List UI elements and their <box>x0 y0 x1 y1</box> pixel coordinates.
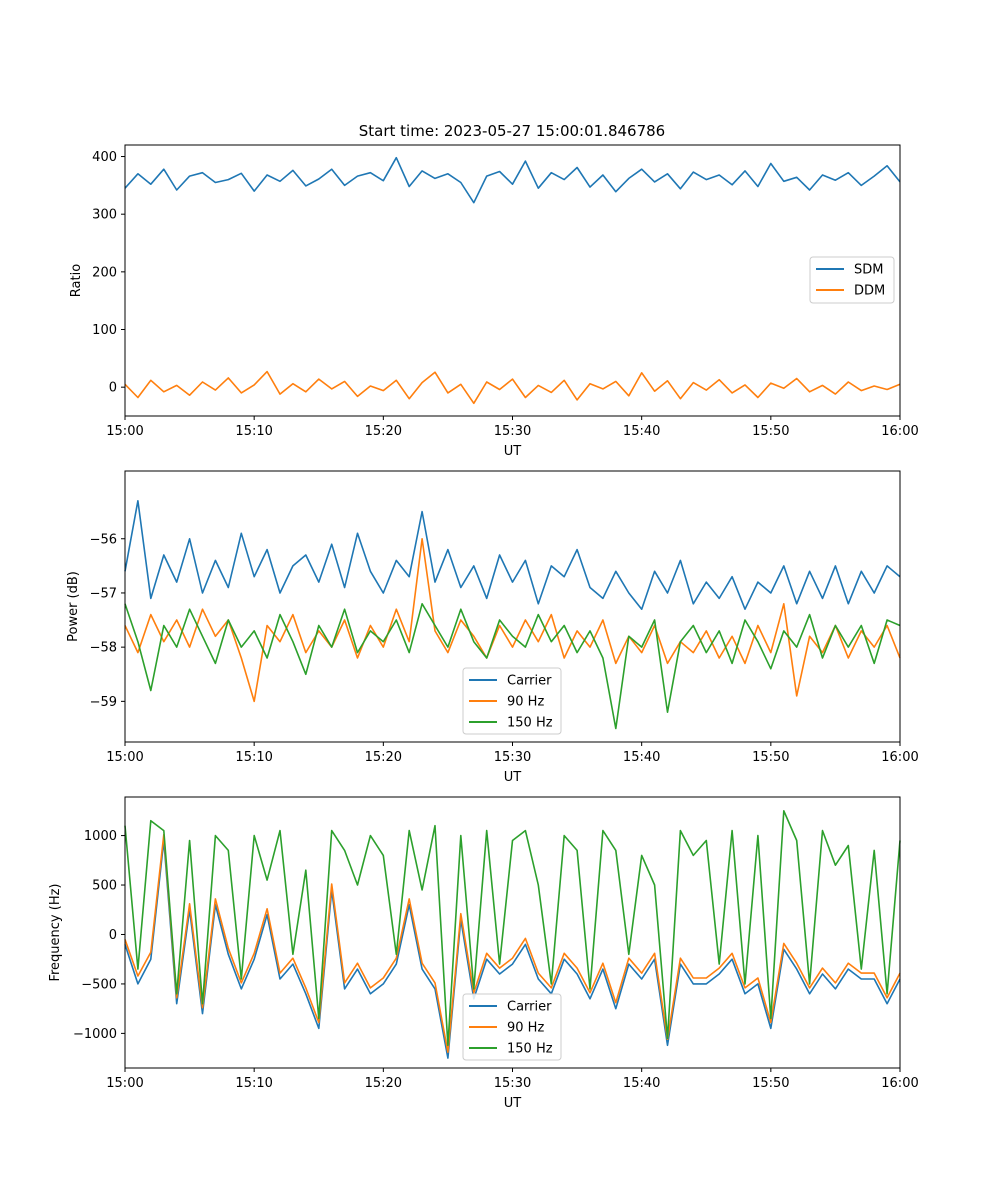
legend-box <box>462 993 562 1061</box>
series-line-90-hz <box>124 833 901 1053</box>
x-axis-label: UT <box>504 770 522 785</box>
legend: Carrier 90 Hz 150 Hz <box>462 667 562 735</box>
legend-entry: Carrier <box>507 674 552 689</box>
y-tick-label: −58 <box>90 641 117 656</box>
y-axis-label: Power (dB) <box>66 571 81 642</box>
x-tick-label: 15:50 <box>752 750 789 765</box>
legend-entry: 90 Hz <box>507 1021 544 1036</box>
x-tick-label: 15:00 <box>106 750 143 765</box>
x-tick-label: 15:30 <box>494 750 531 765</box>
y-tick-label: −500 <box>81 977 117 992</box>
y-tick-label: −1000 <box>73 1027 117 1042</box>
x-axis-label: UT <box>504 1096 522 1111</box>
x-tick-label: 16:00 <box>881 750 918 765</box>
y-tick-label: 100 <box>92 323 117 338</box>
x-tick-label: 15:20 <box>365 424 402 439</box>
series-line-150-hz <box>124 809 901 1047</box>
x-tick-label: 15:40 <box>623 424 660 439</box>
x-tick-label: 15:40 <box>623 750 660 765</box>
legend-box <box>462 667 562 735</box>
x-tick-label: 15:40 <box>623 1076 660 1091</box>
series-line-ddm <box>124 370 901 405</box>
x-tick-label: 15:30 <box>494 1076 531 1091</box>
figure-title: Start time: 2023-05-27 15:00:01.846786 <box>359 122 665 140</box>
legend-entry: 90 Hz <box>507 695 544 710</box>
panel-1: 15:00 15:10 15:20 15:30 15:40 15:50 16:00 0 100 2… <box>69 144 919 459</box>
x-tick-label: 16:00 <box>881 1076 918 1091</box>
y-axis-label: Frequency (Hz) <box>48 883 63 981</box>
y-tick-label: 200 <box>92 265 117 280</box>
y-tick-label: 0 <box>109 928 117 943</box>
x-tick-label: 16:00 <box>881 424 918 439</box>
legend-entry: DDM <box>854 284 885 299</box>
y-tick-label: 300 <box>92 208 117 223</box>
y-axis-label: Ratio <box>69 264 84 297</box>
y-tick-label: 1000 <box>84 829 117 844</box>
legend-entry: Carrier <box>507 1000 552 1015</box>
x-tick-label: 15:10 <box>235 1076 272 1091</box>
legend-entry: 150 Hz <box>507 1042 553 1057</box>
y-tick-label: −57 <box>90 586 117 601</box>
x-tick-label: 15:00 <box>106 424 143 439</box>
x-tick-label: 15:30 <box>494 424 531 439</box>
series-line-carrier <box>124 839 901 1059</box>
y-tick-label: −56 <box>90 532 117 547</box>
series-line-150-hz <box>124 602 901 730</box>
legend: SDM DDM <box>809 256 895 304</box>
x-tick-label: 15:50 <box>752 424 789 439</box>
x-tick-label: 15:50 <box>752 1076 789 1091</box>
panels: 15:00 15:10 15:20 15:30 15:40 15:50 16:00 0 100 2… <box>48 144 919 1111</box>
panel-3: 15:00 15:10 15:20 15:30 15:40 15:50 16:00 −1000… <box>48 796 919 1111</box>
series-line-90-hz <box>124 537 901 703</box>
x-tick-label: 15:20 <box>365 1076 402 1091</box>
y-tick-label: 0 <box>109 381 117 396</box>
x-axis-label: UT <box>504 444 522 459</box>
legend: Carrier 90 Hz 150 Hz <box>462 993 562 1061</box>
y-tick-label: −59 <box>90 695 117 710</box>
y-tick-label: 400 <box>92 150 117 165</box>
x-tick-label: 15:00 <box>106 1076 143 1091</box>
panel-2: 15:00 15:10 15:20 15:30 15:40 15:50 16:00 −59 −5… <box>66 470 919 785</box>
legend-entry: SDM <box>854 263 883 278</box>
legend-entry: 150 Hz <box>507 716 553 731</box>
x-tick-label: 15:10 <box>235 750 272 765</box>
x-tick-label: 15:10 <box>235 424 272 439</box>
series-line-sdm <box>124 156 901 204</box>
series-line-carrier <box>124 499 901 611</box>
x-tick-label: 15:20 <box>365 750 402 765</box>
y-tick-label: 500 <box>92 879 117 894</box>
